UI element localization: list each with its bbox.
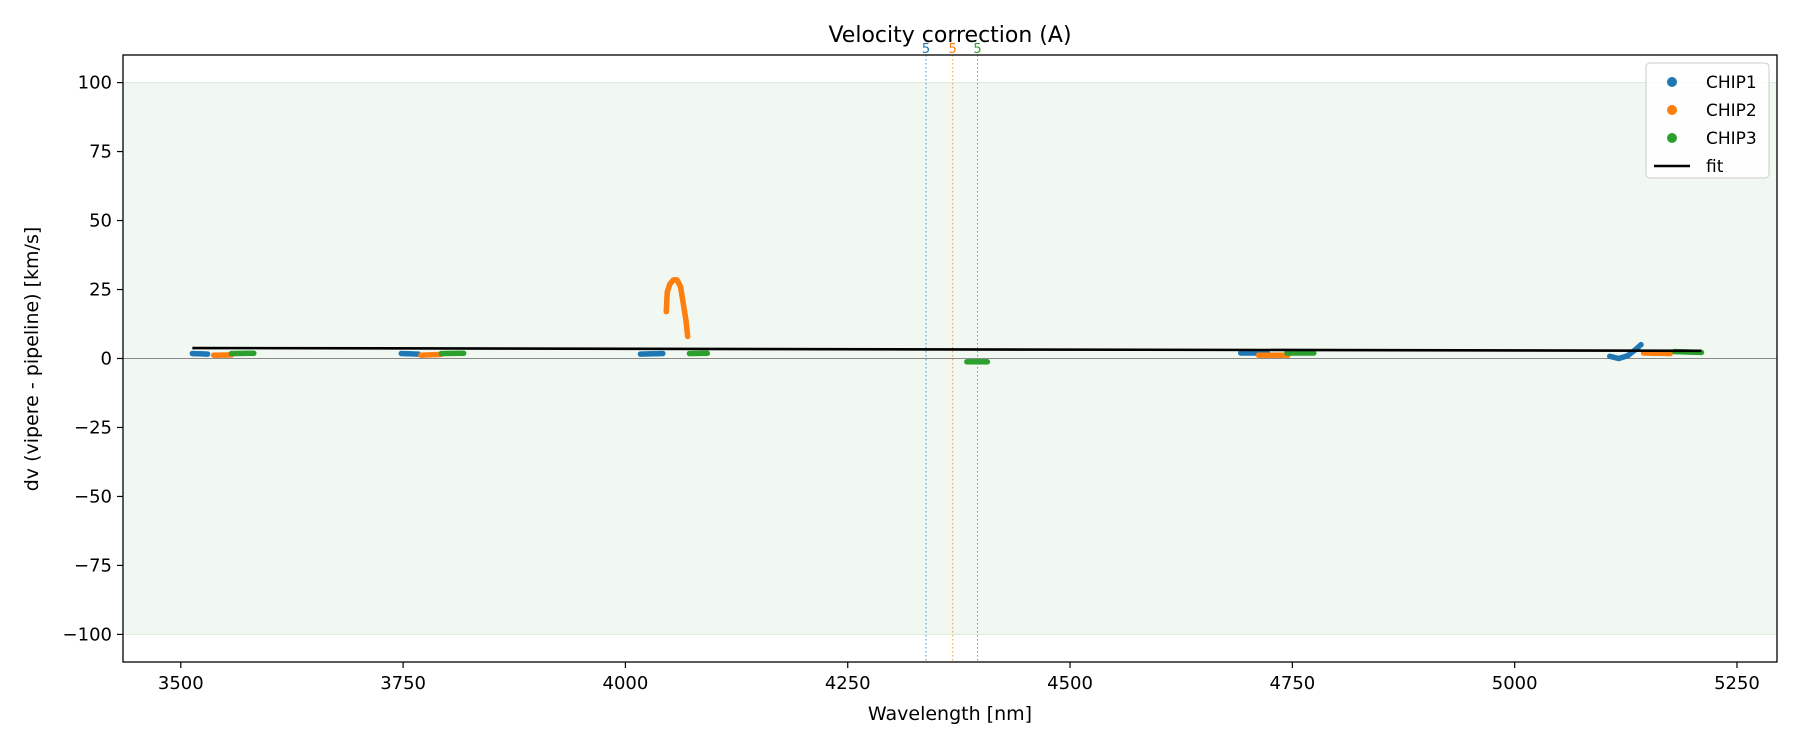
x-tick-label: 4750 — [1269, 673, 1315, 694]
y-tick-label: −50 — [74, 486, 112, 507]
data-point — [984, 359, 991, 365]
y-tick-label: −100 — [63, 624, 112, 645]
data-point — [250, 350, 257, 357]
x-tick-label: 3750 — [380, 673, 426, 694]
y-axis-label: dv (vipere - pipeline) [km/s] — [21, 227, 43, 492]
marker-label-1: 5 — [922, 42, 930, 57]
y-tick-label: −75 — [74, 555, 112, 576]
chart-title: Velocity correction (A) — [828, 23, 1071, 48]
data-point — [1638, 341, 1644, 348]
data-point — [659, 350, 666, 357]
y-tick-label: 50 — [89, 211, 112, 232]
x-tick-label: 4250 — [825, 673, 871, 694]
x-tick-label: 4500 — [1047, 673, 1093, 694]
y-tick-label: −25 — [74, 417, 112, 438]
legend-marker-chip2 — [1667, 105, 1677, 115]
legend-marker-chip1 — [1667, 77, 1677, 87]
data-point — [1667, 350, 1674, 357]
x-axis-label: Wavelength [nm] — [868, 703, 1032, 725]
marker-label-3: 5 — [973, 42, 981, 57]
legend-label-chip3: CHIP3 — [1706, 129, 1757, 149]
legend-marker-chip3 — [1667, 133, 1677, 143]
series-chip2 — [210, 277, 1674, 358]
series-chip1 — [189, 341, 1644, 362]
legend: CHIP1 CHIP2 CHIP3 fit — [1645, 62, 1770, 179]
legend-box — [1645, 62, 1770, 179]
x-tick-label: 5000 — [1492, 673, 1538, 694]
series-chip3 — [228, 348, 1705, 365]
data-point — [204, 351, 211, 357]
legend-label-chip2: CHIP2 — [1706, 101, 1757, 121]
legend-label-fit: fit — [1706, 157, 1724, 177]
y-tick-label: 75 — [89, 142, 112, 163]
data-point — [1310, 350, 1317, 356]
x-tick-label: 4000 — [603, 673, 649, 694]
x-tick-label: 3500 — [158, 673, 204, 694]
data-point — [704, 350, 711, 357]
data-point — [460, 350, 467, 357]
marker-label-2: 5 — [949, 42, 957, 57]
fit-line — [192, 346, 1702, 353]
x-tick-label: 5250 — [1714, 673, 1760, 694]
y-tick-label: 25 — [89, 280, 112, 301]
legend-label-chip1: CHIP1 — [1706, 73, 1757, 93]
y-tick-label: 0 — [101, 349, 112, 370]
y-tick-label: 100 — [78, 73, 112, 94]
data-point — [684, 333, 691, 340]
